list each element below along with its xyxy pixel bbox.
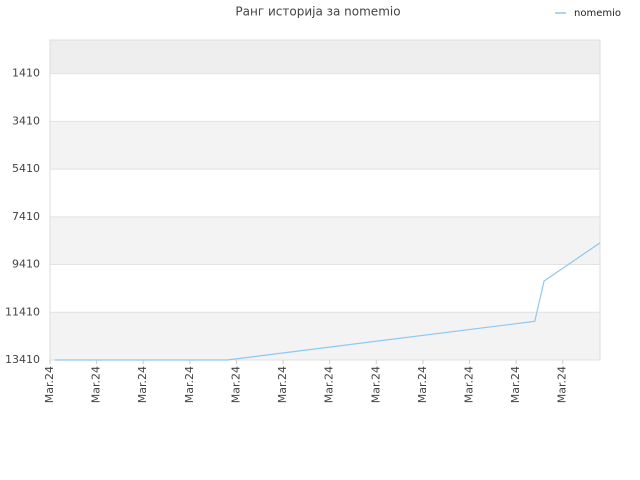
grid-band (50, 264, 600, 313)
x-tick-label: Mar.24 (43, 366, 56, 403)
y-tick-label: 3410 (12, 114, 40, 127)
grid-band (50, 216, 600, 265)
x-tick-label: Mar.24 (416, 366, 429, 403)
grid-band (50, 312, 600, 360)
x-tick-label: Mar.24 (323, 366, 336, 403)
x-tick-label: Mar.24 (136, 366, 149, 403)
grid-band (50, 121, 600, 170)
grid-band (50, 40, 600, 74)
x-tick-label: Mar.24 (462, 366, 475, 403)
x-tick-label: Mar.24 (183, 366, 196, 403)
legend-label: nomemio (574, 8, 621, 19)
chart-title: Ранг историја за nomemio (235, 5, 400, 19)
y-tick-label: 13410 (5, 353, 40, 366)
x-tick-label: Mar.24 (369, 366, 382, 403)
line (54, 242, 601, 361)
y-tick-label: 5410 (12, 162, 40, 175)
x-tick-label: Mar.24 (276, 366, 289, 403)
y-tick-label: 11410 (5, 305, 40, 318)
grid-band (50, 169, 600, 217)
x-tick-label: Mar.24 (556, 366, 569, 403)
y-tick-label: 7410 (12, 210, 40, 223)
y-tick-label: 9410 (12, 258, 40, 271)
x-tick-label: Mar.24 (90, 366, 103, 403)
grid-band (50, 73, 600, 122)
x-tick-label: Mar.24 (509, 366, 522, 403)
x-tick-label: Mar.24 (229, 366, 242, 403)
y-tick-label: 1410 (12, 67, 40, 80)
